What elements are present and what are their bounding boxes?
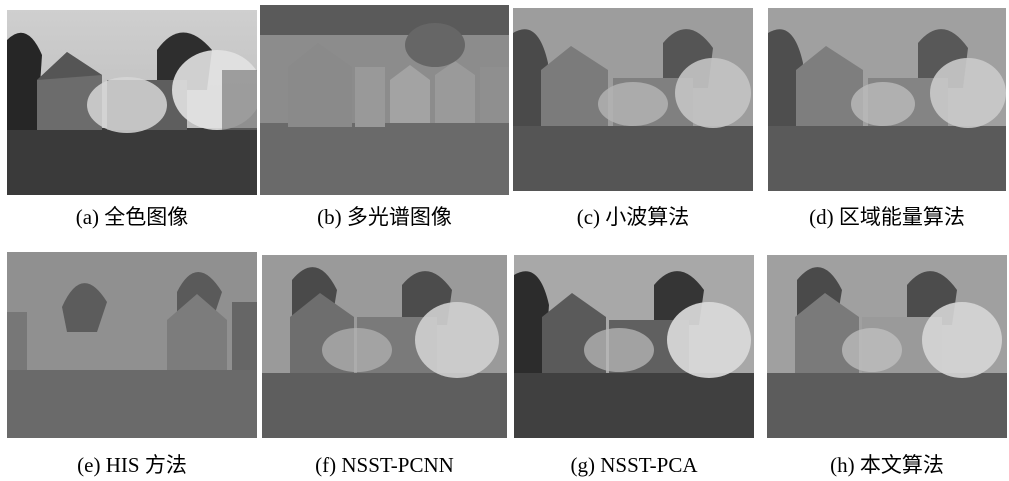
panel-h-caption: (h) 本文算法: [830, 453, 944, 477]
panel-c-caption: (c) 小波算法: [576, 205, 690, 229]
panel-d-caption: (d) 区域能量算法: [809, 205, 965, 229]
panel-h-image: [767, 255, 1007, 438]
panel-a-caption: (a) 全色图像: [75, 205, 189, 229]
panel-e-image: [7, 252, 257, 438]
panel-f-caption: (f) NSST-PCNN: [315, 453, 454, 477]
panel-g-caption: (g) NSST-PCA: [570, 453, 698, 477]
panel-b-caption: (b) 多光谱图像: [317, 205, 452, 229]
panel-e-caption: (e) HIS 方法: [77, 453, 187, 477]
panel-f-image: [262, 255, 507, 438]
panel-d-image: [768, 8, 1006, 191]
panel-a-image: [7, 10, 257, 195]
panel-b-image: [260, 5, 509, 195]
panel-c-image: [513, 8, 753, 191]
panel-g-image: [514, 255, 754, 438]
